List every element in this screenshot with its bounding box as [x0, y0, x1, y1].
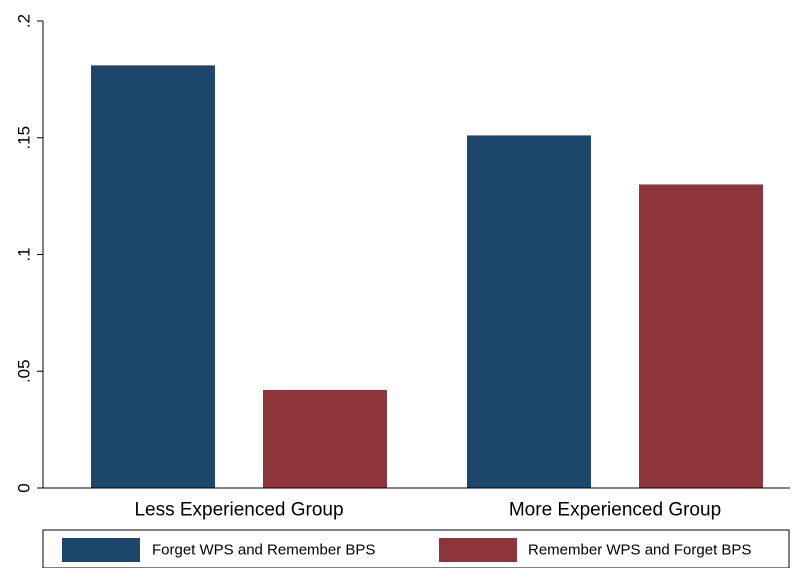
legend-swatch-2	[439, 538, 517, 562]
bar-2-more-experienced	[639, 184, 763, 488]
legend: Forget WPS and Remember BPS Remember WPS …	[42, 529, 790, 568]
bar-2-less-experienced	[263, 389, 387, 488]
y-tick-label: .05	[15, 359, 34, 383]
legend-label-1: Forget WPS and Remember BPS	[152, 542, 375, 559]
x-axis: Less Experienced Group More Experienced G…	[43, 487, 790, 521]
bars	[91, 65, 763, 489]
legend-box	[42, 529, 790, 568]
x-category-label: Less Experienced Group	[134, 500, 343, 521]
bar-1-more-experienced	[467, 135, 591, 489]
x-category-label: More Experienced Group	[509, 500, 721, 521]
y-tick-label: .2	[15, 14, 34, 28]
legend-label-2: Remember WPS and Forget BPS	[528, 542, 751, 559]
y-axis: 0 .05 .1 .15 .2	[15, 14, 44, 493]
legend-swatch-1	[62, 538, 140, 562]
y-tick-label: .1	[15, 247, 34, 261]
bar-1-less-experienced	[91, 65, 215, 489]
y-tick-label: 0	[15, 483, 34, 492]
y-tick-label: .15	[15, 126, 34, 150]
